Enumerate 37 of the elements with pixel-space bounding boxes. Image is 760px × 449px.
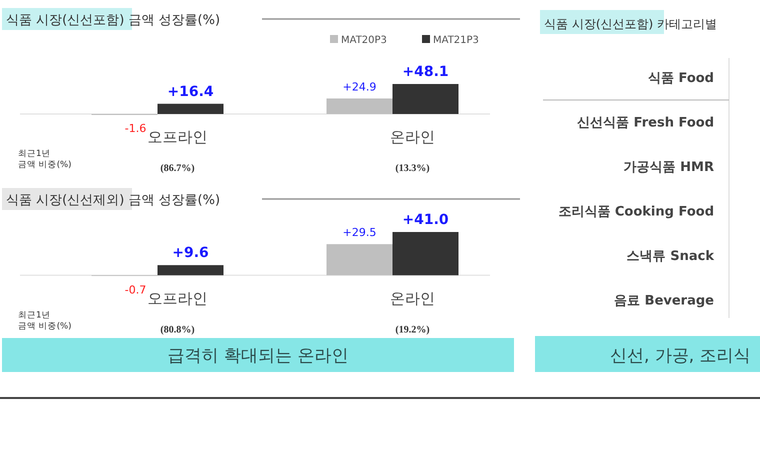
data-label: +24.9 — [342, 80, 376, 94]
x-tick-label: 오프라인 — [148, 289, 208, 308]
bar — [392, 84, 458, 114]
text: (13.3%) — [395, 163, 430, 174]
category-label: 스낵류 Snack — [626, 249, 714, 264]
bar — [326, 244, 392, 276]
text: (80.8%) — [160, 324, 195, 336]
data-label: +16.4 — [167, 84, 214, 100]
legend-label: MAT21P3 — [433, 35, 479, 46]
category-label: 신선식품 Fresh Food — [577, 116, 714, 130]
bar — [392, 232, 458, 276]
category-label: 음료 Beverage — [614, 294, 714, 308]
bar — [326, 98, 392, 114]
bar — [158, 104, 224, 114]
data-label: +9.6 — [172, 245, 209, 262]
chart-title: 식품 시장(신선제외) 금액 성장률(%) — [6, 193, 220, 208]
text: 급격히 확대되는 온라인 — [168, 346, 348, 366]
x-tick-label: 온라인 — [390, 289, 435, 308]
text: 식품 시장(신선포함) 카테고리별 — [544, 17, 717, 31]
category-label: 조리식품 Cooking Food — [558, 204, 714, 220]
x-tick-label: 온라인 — [390, 128, 435, 146]
text: (19.2%) — [395, 324, 430, 336]
category-label: 식품 Food — [648, 71, 714, 86]
chart-title: 식품 시장(신선포함) 금액 성장률(%) — [6, 13, 220, 28]
data-label: +48.1 — [402, 64, 449, 80]
text: 신선, 가공, 조리식 — [610, 346, 751, 366]
data-label: +29.5 — [342, 226, 376, 240]
legend-label: MAT20P3 — [341, 35, 387, 46]
x-tick-label: 오프라인 — [148, 128, 208, 146]
data-label: -0.7 — [124, 283, 146, 296]
bar — [158, 265, 224, 276]
text: 최근1년 금액 비중(%) — [18, 310, 72, 332]
category-label: 가공식품 HMR — [624, 160, 714, 175]
text: 최근1년 금액 비중(%) — [18, 149, 72, 170]
data-label: +41.0 — [402, 212, 449, 228]
text: (86.7%) — [160, 163, 195, 174]
data-label: -1.6 — [124, 122, 146, 135]
